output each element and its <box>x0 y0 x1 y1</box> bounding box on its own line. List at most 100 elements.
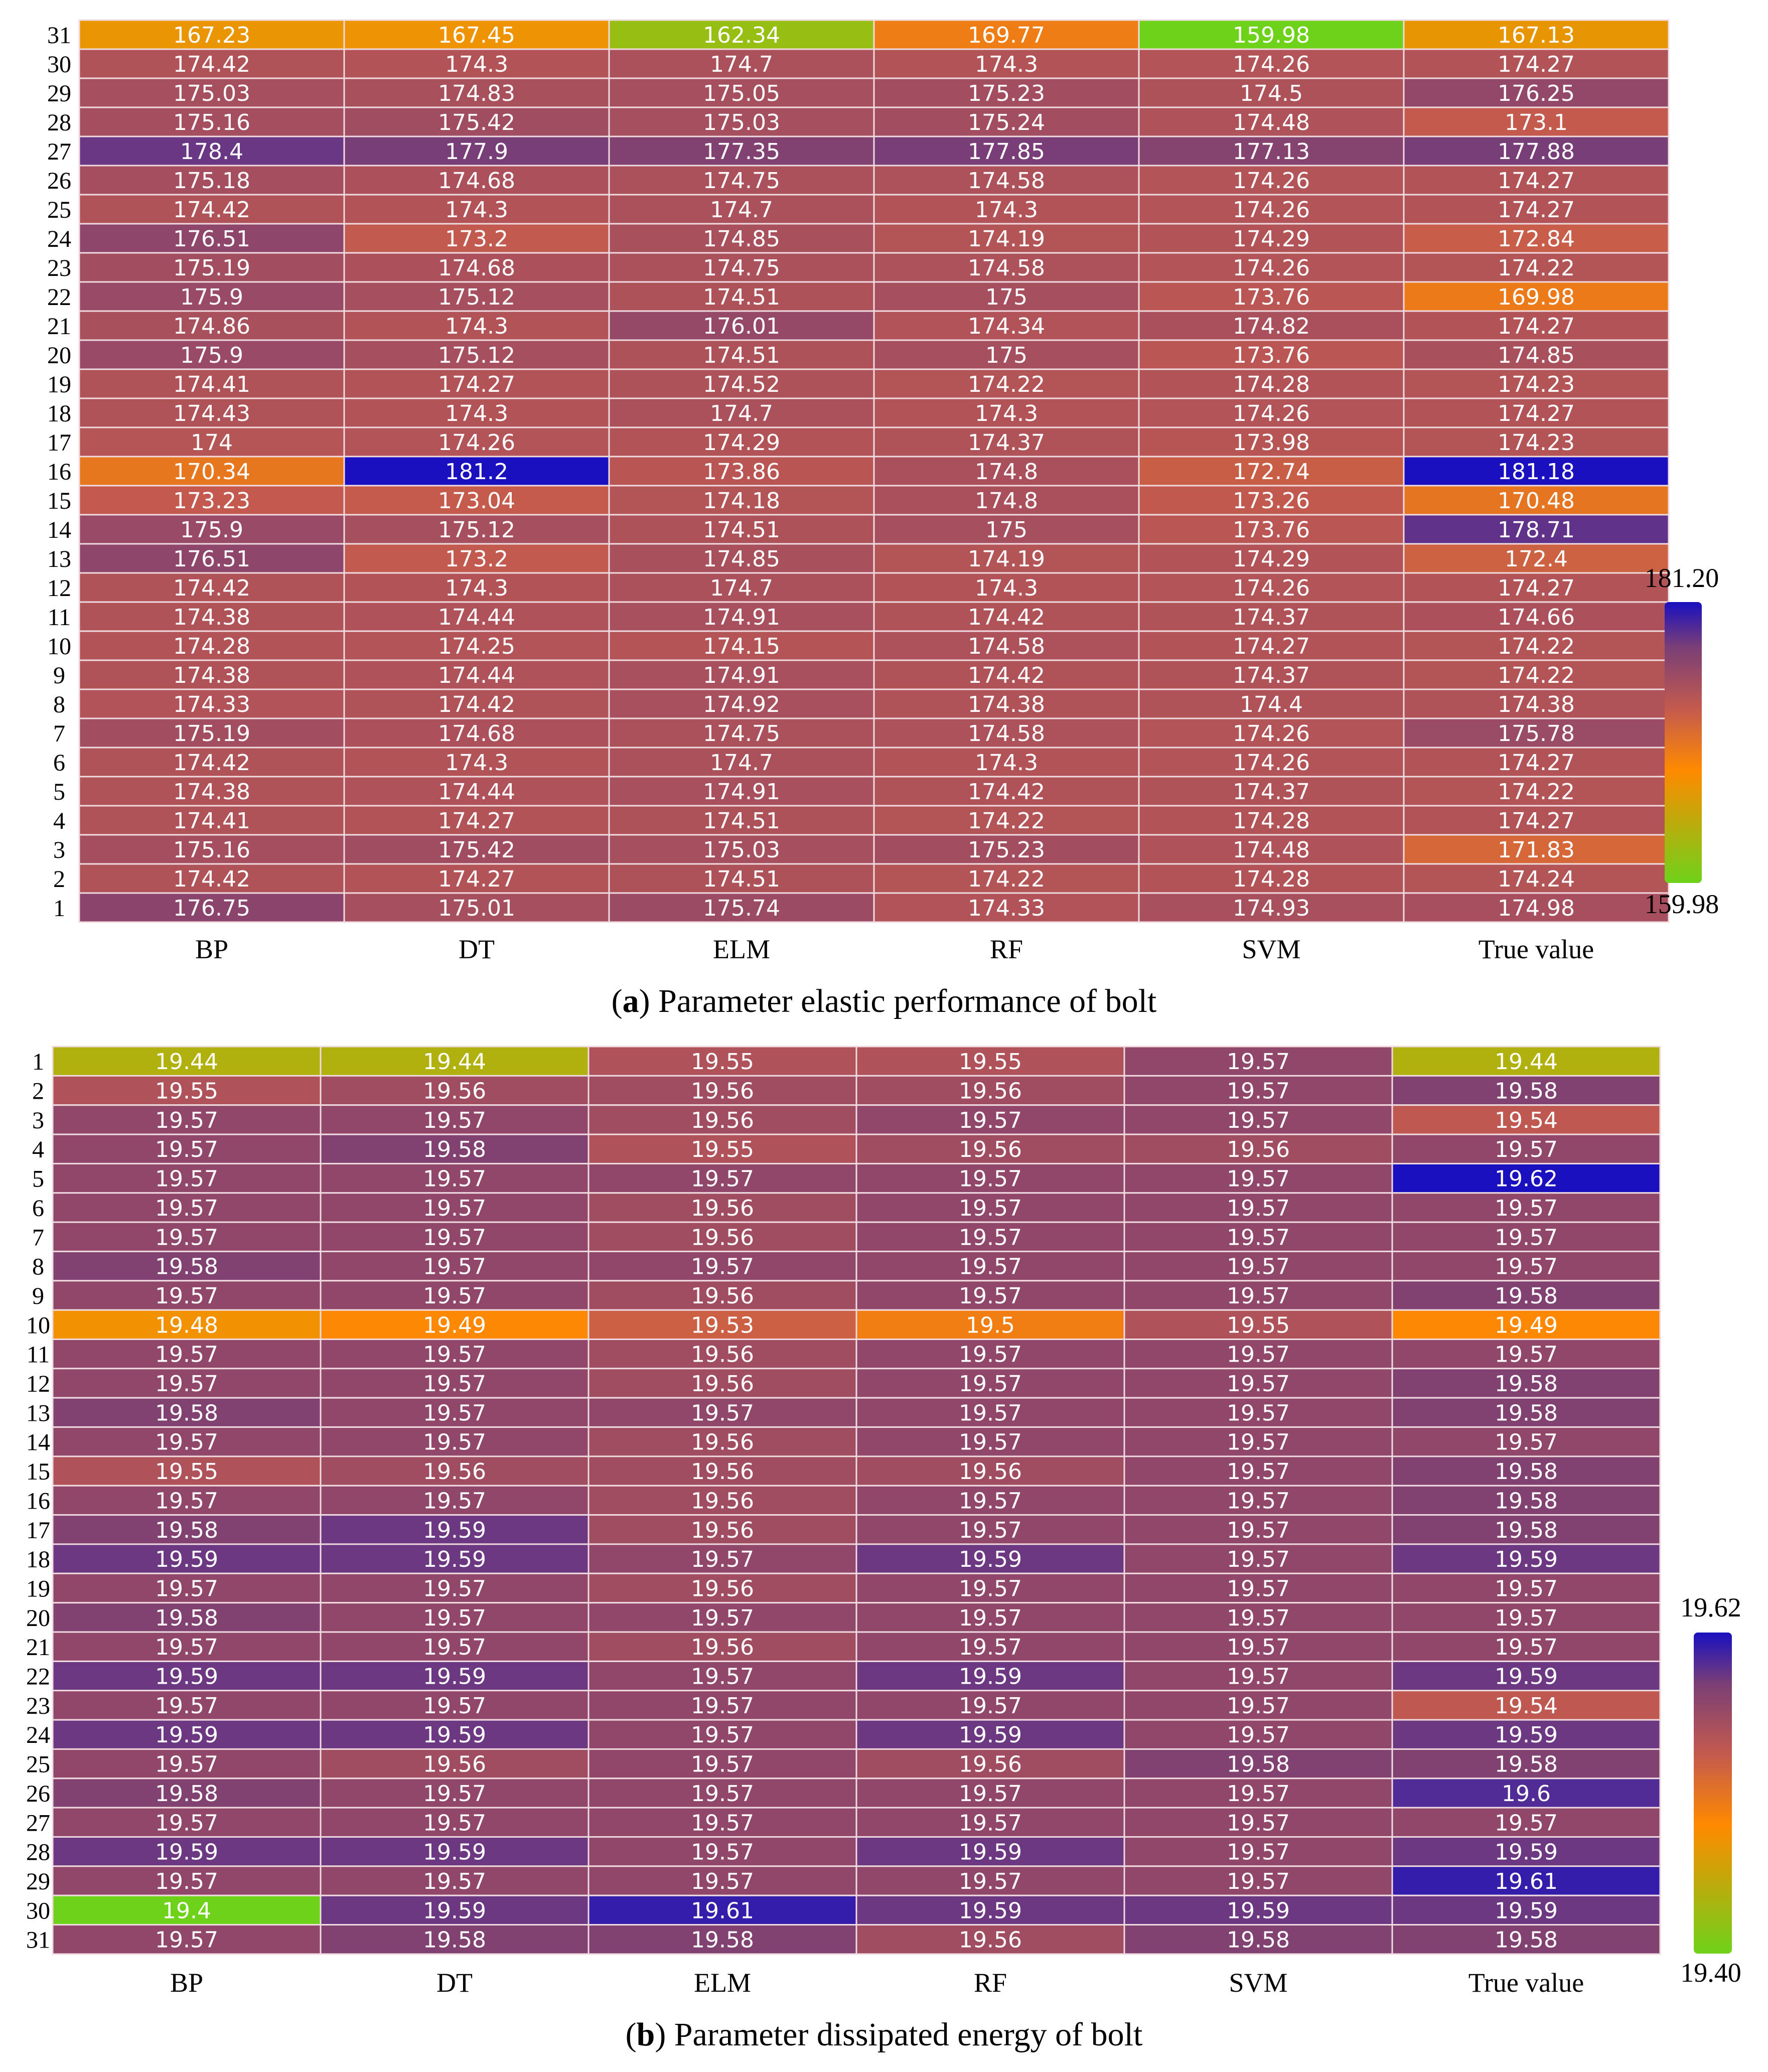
row-label: 5 <box>32 1166 44 1193</box>
row-label: 3 <box>32 1107 44 1134</box>
heatmap-cell <box>320 1455 590 1487</box>
cell-value-label: 19.57 <box>1495 1342 1558 1368</box>
cell-value-label: 19.58 <box>1495 1488 1558 1514</box>
heatmap-cell <box>587 1192 857 1223</box>
cell-value-label: 173.2 <box>445 546 508 572</box>
cell-value-label: 174.68 <box>438 255 515 281</box>
heatmap-cell <box>320 1660 590 1692</box>
color-scale-bar <box>1665 602 1702 883</box>
cell-value-label: 19.57 <box>423 1605 486 1631</box>
heatmap-cell <box>1403 397 1670 428</box>
cell-value-label: 19.58 <box>1495 1752 1558 1778</box>
heatmap-cell <box>1391 1192 1661 1223</box>
cell-value-label: 19.57 <box>155 1810 218 1836</box>
cell-value-label: 170.34 <box>173 459 250 485</box>
cell-value-label: 19.57 <box>1227 1781 1290 1807</box>
cell-value-label: 167.45 <box>438 23 515 48</box>
heatmap-cell <box>343 48 610 79</box>
cell-value-label: 19.57 <box>1227 1342 1290 1368</box>
cell-value-label: 19.57 <box>155 1196 218 1221</box>
cell-value-label: 177.88 <box>1498 139 1575 165</box>
heatmap-cell <box>1123 1075 1393 1106</box>
cell-value-label: 19.57 <box>959 1430 1022 1455</box>
cell-value-label: 173.86 <box>703 459 780 485</box>
heatmap-cell <box>78 630 345 661</box>
heatmap-cell <box>587 1660 857 1692</box>
heatmap-cell <box>587 1397 857 1428</box>
row-label: 11 <box>48 604 71 631</box>
cell-value-label: 19.44 <box>155 1049 218 1075</box>
cell-value-label: 19.57 <box>1495 1225 1558 1250</box>
cell-value-label: 174.48 <box>1233 110 1310 135</box>
heatmap-cell <box>1403 339 1670 370</box>
heatmap-cell <box>1403 630 1670 661</box>
cell-value-label: 178.71 <box>1498 517 1575 543</box>
cell-value-label: 174.33 <box>173 692 250 717</box>
heatmap-cell <box>78 717 345 749</box>
row-label: 7 <box>53 720 65 747</box>
cell-value-label: 19.59 <box>1227 1898 1290 1923</box>
cell-value-label: 19.49 <box>423 1312 486 1338</box>
cell-value-label: 174.91 <box>703 605 780 630</box>
heatmap-cell <box>320 1075 590 1106</box>
heatmap-cell <box>587 1748 857 1780</box>
heatmap-cell <box>1138 77 1405 108</box>
row-label: 25 <box>47 197 71 223</box>
heatmap-cell <box>1403 717 1670 749</box>
cell-value-label: 19.56 <box>691 1635 754 1660</box>
heatmap-cell <box>1138 456 1405 487</box>
cell-value-label: 19.57 <box>1227 1283 1290 1309</box>
heatmap-cell <box>343 485 610 516</box>
cell-value-label: 19.59 <box>155 1664 218 1690</box>
cell-value-label: 162.34 <box>703 23 780 48</box>
heatmap-cell <box>587 1543 857 1574</box>
heatmap-cell <box>1403 805 1670 836</box>
cell-value-label: 174.26 <box>1233 721 1310 747</box>
heatmap-cell <box>1403 252 1670 283</box>
row-label: 20 <box>47 342 71 369</box>
heatmap-cell <box>320 1485 590 1516</box>
cell-value-label: 174.26 <box>1233 750 1310 776</box>
heatmap-cell <box>1138 572 1405 603</box>
cell-value-label: 175.01 <box>438 896 515 921</box>
cell-value-label: 174.22 <box>968 372 1045 397</box>
cell-value-label: 19.57 <box>959 1810 1022 1836</box>
heatmap-cell <box>343 368 610 399</box>
heatmap-cell <box>873 77 1140 108</box>
cell-value-label: 19.56 <box>691 1371 754 1397</box>
cell-value-label: 174.26 <box>1233 575 1310 601</box>
cell-value-label: 174.58 <box>968 721 1045 747</box>
heatmap-cell <box>1138 717 1405 749</box>
heatmap-cell <box>608 426 875 458</box>
caption-b-text: ) Parameter dissipated energy of bolt <box>655 2016 1143 2053</box>
cell-value-label: 174.3 <box>975 401 1038 426</box>
color-scale-bar <box>1694 1633 1732 1954</box>
heatmap-cell <box>78 456 345 487</box>
column-label: RF <box>974 1968 1007 1998</box>
heatmap-cell <box>1403 77 1670 108</box>
cell-value-label: 174.37 <box>1233 663 1310 688</box>
cell-value-label: 174.25 <box>438 634 515 659</box>
heatmap-cell <box>587 1602 857 1633</box>
cell-value-label: 174.85 <box>703 226 780 252</box>
cell-value-label: 174.86 <box>173 314 250 339</box>
cell-value-label: 175.16 <box>173 837 250 863</box>
heatmap-cell <box>855 1631 1125 1662</box>
caption-a-text: ) Parameter elastic performance of bolt <box>639 983 1157 1019</box>
cell-value-label: 19.57 <box>1227 1869 1290 1894</box>
heatmap-cell <box>855 1133 1125 1165</box>
cell-value-label: 174.75 <box>703 255 780 281</box>
cell-value-label: 19.56 <box>959 1928 1022 1953</box>
cell-value-label: 175.16 <box>173 110 250 135</box>
cell-value-label: 175.78 <box>1498 721 1575 747</box>
heatmap-cell <box>1391 1543 1661 1574</box>
cell-value-label: 19.57 <box>1227 1049 1290 1075</box>
cell-value-label: 19.57 <box>959 1518 1022 1543</box>
heatmap-cell <box>1123 1778 1393 1809</box>
heatmap-cell <box>587 1046 857 1077</box>
cell-value-label: 174.24 <box>1498 866 1575 892</box>
cell-value-label: 19.57 <box>1227 1635 1290 1660</box>
heatmap-cell <box>1403 135 1670 167</box>
row-label: 27 <box>47 138 71 165</box>
heatmap-cell <box>1403 48 1670 79</box>
